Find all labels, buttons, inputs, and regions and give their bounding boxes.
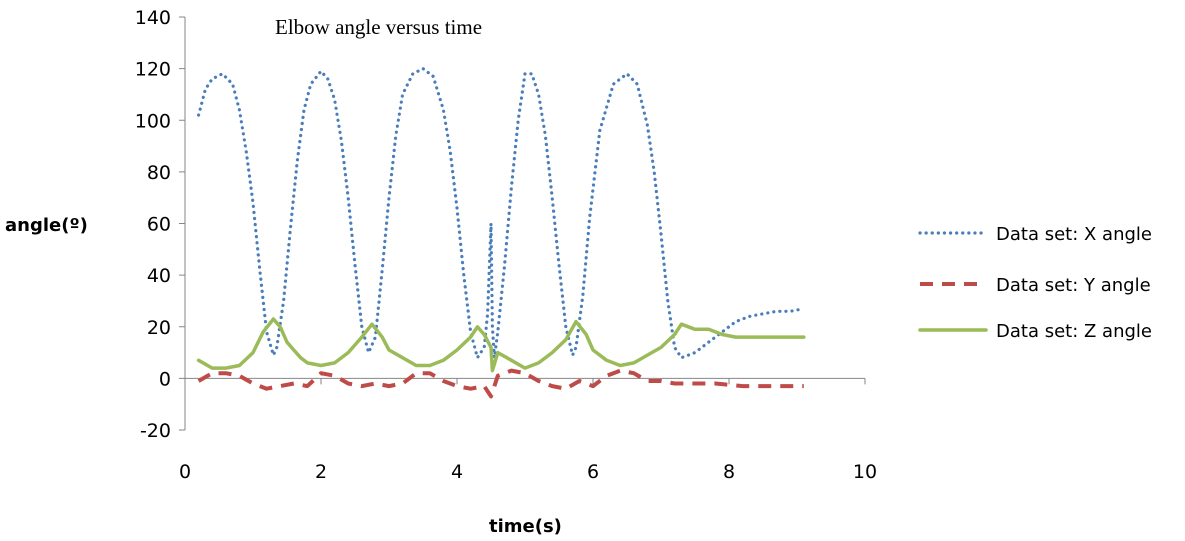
series-line-solid (196, 317, 806, 373)
legend-label: Data set: Y angle (996, 275, 1151, 296)
legend-label: Data set: X angle (996, 224, 1152, 245)
y-tick-label: 100 (135, 110, 171, 132)
y-tick-label: 120 (135, 59, 171, 81)
x-tick-label: 10 (853, 461, 877, 483)
plot-area: -20 0 20 40 60 80 100 120 140 0 2 4 6 8 10 (135, 7, 877, 483)
y-tick-label: 60 (147, 214, 171, 236)
series-line-dotted (197, 66, 806, 360)
y-tick-label: 140 (135, 7, 171, 29)
y-tick-label: 20 (147, 317, 171, 339)
x-tick-label: 8 (723, 461, 735, 483)
y-axis-title: angle(º) (5, 215, 88, 236)
x-tick-label: 0 (179, 461, 191, 483)
x-axis-title: time(s) (489, 516, 562, 537)
x-tick-label: 6 (587, 461, 599, 483)
legend: Data set: X angle Data set: Y angle Data s… (918, 224, 1152, 342)
chart-title: Elbow angle versus time (275, 15, 482, 39)
y-tick-label: 40 (147, 265, 171, 287)
x-tick-label: 4 (451, 461, 463, 483)
y-tick-label: -20 (140, 420, 171, 442)
series-line-dashed (197, 368, 804, 399)
y-tick-label: 80 (147, 162, 171, 184)
legend-label: Data set: Z angle (996, 321, 1152, 342)
y-tick-label: 0 (159, 368, 171, 390)
x-tick-label: 2 (315, 461, 327, 483)
